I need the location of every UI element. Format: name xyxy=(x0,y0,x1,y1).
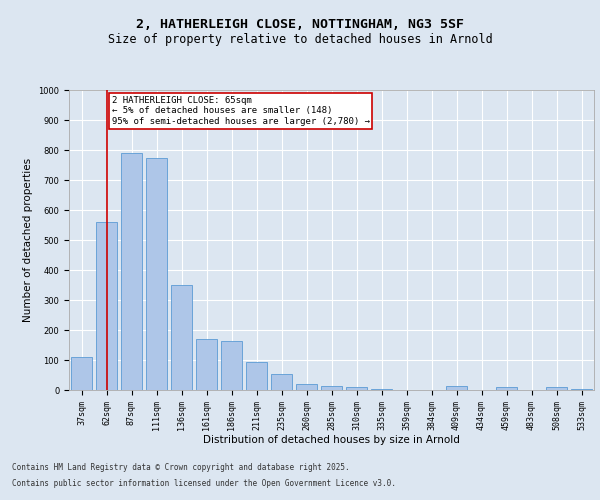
Bar xyxy=(371,388,392,390)
X-axis label: Distribution of detached houses by size in Arnold: Distribution of detached houses by size … xyxy=(203,436,460,446)
Bar xyxy=(71,357,92,390)
Bar xyxy=(146,158,167,390)
Bar xyxy=(96,222,117,390)
Text: 2 HATHERLEIGH CLOSE: 65sqm
← 5% of detached houses are smaller (148)
95% of semi: 2 HATHERLEIGH CLOSE: 65sqm ← 5% of detac… xyxy=(112,96,370,126)
Bar xyxy=(496,387,517,390)
Bar xyxy=(546,387,567,390)
Bar xyxy=(121,153,142,390)
Text: Contains public sector information licensed under the Open Government Licence v3: Contains public sector information licen… xyxy=(12,479,396,488)
Bar xyxy=(346,387,367,390)
Bar xyxy=(246,362,267,390)
Bar xyxy=(271,374,292,390)
Text: 2, HATHERLEIGH CLOSE, NOTTINGHAM, NG3 5SF: 2, HATHERLEIGH CLOSE, NOTTINGHAM, NG3 5S… xyxy=(136,18,464,30)
Bar xyxy=(446,386,467,390)
Y-axis label: Number of detached properties: Number of detached properties xyxy=(23,158,33,322)
Bar xyxy=(571,388,592,390)
Bar xyxy=(196,339,217,390)
Text: Contains HM Land Registry data © Crown copyright and database right 2025.: Contains HM Land Registry data © Crown c… xyxy=(12,462,350,471)
Bar xyxy=(221,340,242,390)
Text: Size of property relative to detached houses in Arnold: Size of property relative to detached ho… xyxy=(107,32,493,46)
Bar xyxy=(321,386,342,390)
Bar xyxy=(296,384,317,390)
Bar xyxy=(171,285,192,390)
